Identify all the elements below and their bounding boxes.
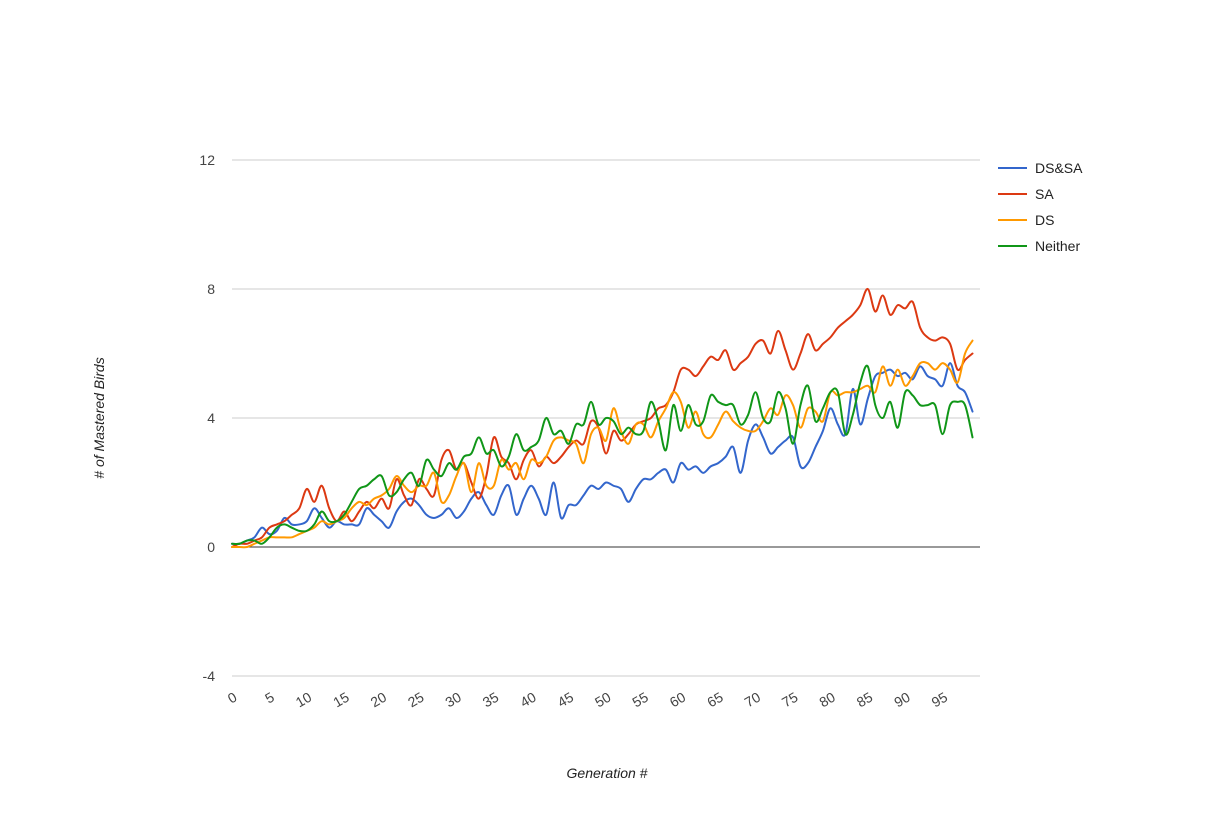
x-tick-label: 70 [742, 689, 764, 711]
x-tick-label: 20 [368, 689, 390, 711]
x-tick-label: 40 [517, 689, 539, 711]
x-tick-label: 95 [929, 689, 951, 711]
x-tick-label: 0 [225, 689, 240, 707]
x-axis-title: Generation # [567, 765, 648, 781]
x-tick-label: 80 [816, 689, 838, 711]
y-tick-label: 12 [199, 152, 215, 168]
x-tick-label: 5 [262, 689, 277, 707]
legend-label-neither: Neither [1035, 238, 1080, 254]
x-tick-label: 65 [704, 689, 726, 711]
x-tick-label: 85 [854, 689, 876, 711]
x-tick-label: 50 [592, 689, 614, 711]
legend-label-ds-sa: DS&SA [1035, 160, 1083, 176]
x-tick-label: 30 [442, 689, 464, 711]
legend: DS&SA SA DS Neither [998, 160, 1083, 254]
legend-label-sa: SA [1035, 186, 1054, 202]
legend-label-ds: DS [1035, 212, 1054, 228]
series-line-neither [231, 364, 974, 546]
x-tick-label: 45 [555, 689, 577, 711]
x-tick-label: 25 [405, 689, 427, 711]
y-tick-label: 8 [207, 281, 215, 297]
y-axis-ticks: -4 0 4 8 12 [199, 152, 215, 684]
x-tick-label: 60 [667, 689, 689, 711]
y-tick-label: 4 [207, 410, 215, 426]
x-tick-label: 90 [891, 689, 913, 711]
series-line-ds-sa [231, 362, 974, 546]
y-tick-label: -4 [203, 668, 216, 684]
series-line-ds [231, 339, 974, 549]
x-tick-label: 10 [293, 689, 315, 711]
y-tick-label: 0 [207, 539, 215, 555]
x-tick-label: 35 [480, 689, 502, 711]
x-tick-label: 15 [330, 689, 352, 711]
series-lines [231, 288, 974, 549]
y-axis-title: # of Mastered Birds [91, 357, 107, 478]
x-axis-ticks: 0 5 10 15 20 25 30 35 40 45 50 55 60 65 70 75 80 85 90 95 [225, 689, 951, 711]
x-tick-label: 75 [779, 689, 801, 711]
x-tick-label: 55 [629, 689, 651, 711]
series-line-sa [231, 288, 974, 548]
